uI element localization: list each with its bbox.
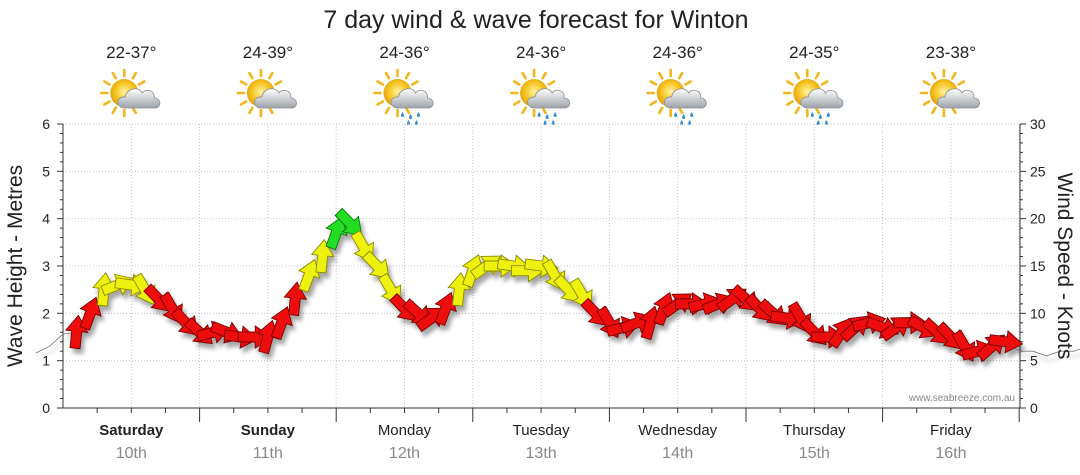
day-temperature: 23-38° (926, 43, 976, 62)
day-temperature: 24-35° (789, 43, 839, 62)
day-temperature: 24-39° (243, 43, 293, 62)
left-tick-label: 6 (42, 116, 50, 132)
day-date-label: 10th (116, 445, 147, 462)
left-tick-label: 2 (42, 305, 50, 321)
chart-title: 7 day wind & wave forecast for Winton (323, 6, 748, 34)
right-tick-label: 25 (1030, 163, 1046, 179)
day-date-label: 13th (526, 445, 557, 462)
wind-arrow (325, 216, 348, 251)
sun-cloud-rain-icon (509, 68, 571, 125)
right-axis-title: Wind Speed - Knots (1053, 173, 1076, 360)
right-tick-label: 5 (1030, 353, 1038, 369)
wind-speed-series (35, 207, 1080, 363)
day-name-label: Tuesday (513, 422, 570, 439)
day-temperature: 24-36° (653, 43, 703, 62)
sun-cloud-rain-icon (646, 68, 707, 125)
left-tick-label: 1 (42, 353, 50, 369)
left-axis-title: Wave Height - Metres (4, 165, 27, 367)
day-name-label: Thursday (783, 422, 846, 439)
wind-speed-line (35, 222, 1080, 357)
day-name-label: Wednesday (638, 422, 717, 439)
chart-axes: 0 1 2 3 4 5 6 0 5 10 15 20 25 30 Saturday 10th Sunday 11t… (42, 116, 1046, 462)
right-tick-label: 15 (1030, 258, 1046, 274)
day-date-label: 15th (799, 445, 830, 462)
wind-arrow (310, 238, 335, 274)
day-temperature: 22-37° (106, 43, 156, 62)
wind-arrow (270, 306, 293, 341)
day-date-label: 12th (389, 445, 420, 462)
day-name-label: Monday (378, 422, 432, 439)
right-tick-label: 10 (1030, 305, 1046, 321)
sun-cloud-rain-icon (373, 68, 434, 125)
day-name-label: Saturday (99, 422, 164, 439)
right-tick-label: 30 (1030, 116, 1046, 132)
left-tick-label: 5 (42, 163, 50, 179)
left-tick-label: 4 (42, 211, 50, 227)
day-temperature: 24-36° (379, 43, 429, 62)
wind-arrow (334, 207, 363, 237)
sun-cloud-icon (100, 68, 161, 118)
right-tick-label: 0 (1030, 400, 1038, 416)
day-name-label: Sunday (241, 422, 296, 439)
wind-arrow (361, 250, 390, 279)
left-tick-label: 0 (42, 400, 50, 416)
day-date-label: 11th (253, 445, 283, 462)
day-date-label: 14th (662, 445, 693, 462)
sun-cloud-icon (919, 68, 980, 118)
sun-cloud-icon (236, 68, 297, 118)
right-tick-label: 20 (1030, 211, 1046, 227)
day-date-label: 16th (935, 445, 966, 462)
day-forecast-header: 22-37° 24-39° 24-36° 24-36° 24-36° 24-35° 23-3… (100, 43, 980, 125)
credit-label: www.seabreeze.com.au (908, 393, 1015, 404)
left-tick-label: 3 (42, 258, 50, 274)
sun-cloud-rain-icon (782, 68, 844, 125)
wind-arrow (988, 330, 1024, 354)
wind-arrow (79, 296, 102, 331)
wind-arrow (283, 281, 308, 317)
day-name-label: Friday (930, 422, 972, 439)
day-temperature: 24-36° (516, 43, 566, 62)
